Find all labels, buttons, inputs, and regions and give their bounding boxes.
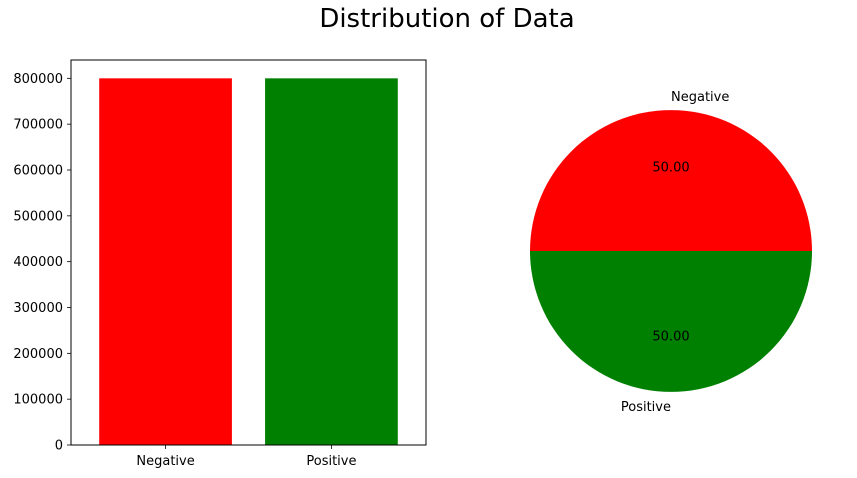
y-tick-label: 300000 [13,301,63,316]
y-tick-label: 400000 [13,255,63,270]
y-tick-label: 800000 [13,72,63,87]
pie-percent-label: 50.00 [652,160,689,175]
pie-slice-negative [530,110,812,251]
x-tick-label: Negative [136,454,194,469]
bar-chart: Negative Positive 0 100000 200000 300000 40000… [13,59,427,469]
bar-positive [265,78,398,445]
y-tick-label: 200000 [13,347,63,362]
y-tick-label: 100000 [13,393,63,408]
figure-title: Distribution of Data [319,4,575,34]
pie-label: Positive [621,400,671,415]
pie-slice-positive [530,251,812,392]
pie-chart: Negative 50.00 Positive 50.00 [530,90,812,415]
y-tick-label: 700000 [13,118,63,133]
x-tick-label: Positive [306,454,356,469]
bar-axes-frame [70,59,427,446]
y-tick-label: 600000 [13,164,63,179]
y-tick-label: 500000 [13,209,63,224]
pie-percent-label: 50.00 [652,330,689,345]
pie-label: Negative [671,90,729,105]
y-tick-label: 0 [55,439,63,454]
bar-negative [99,78,232,445]
